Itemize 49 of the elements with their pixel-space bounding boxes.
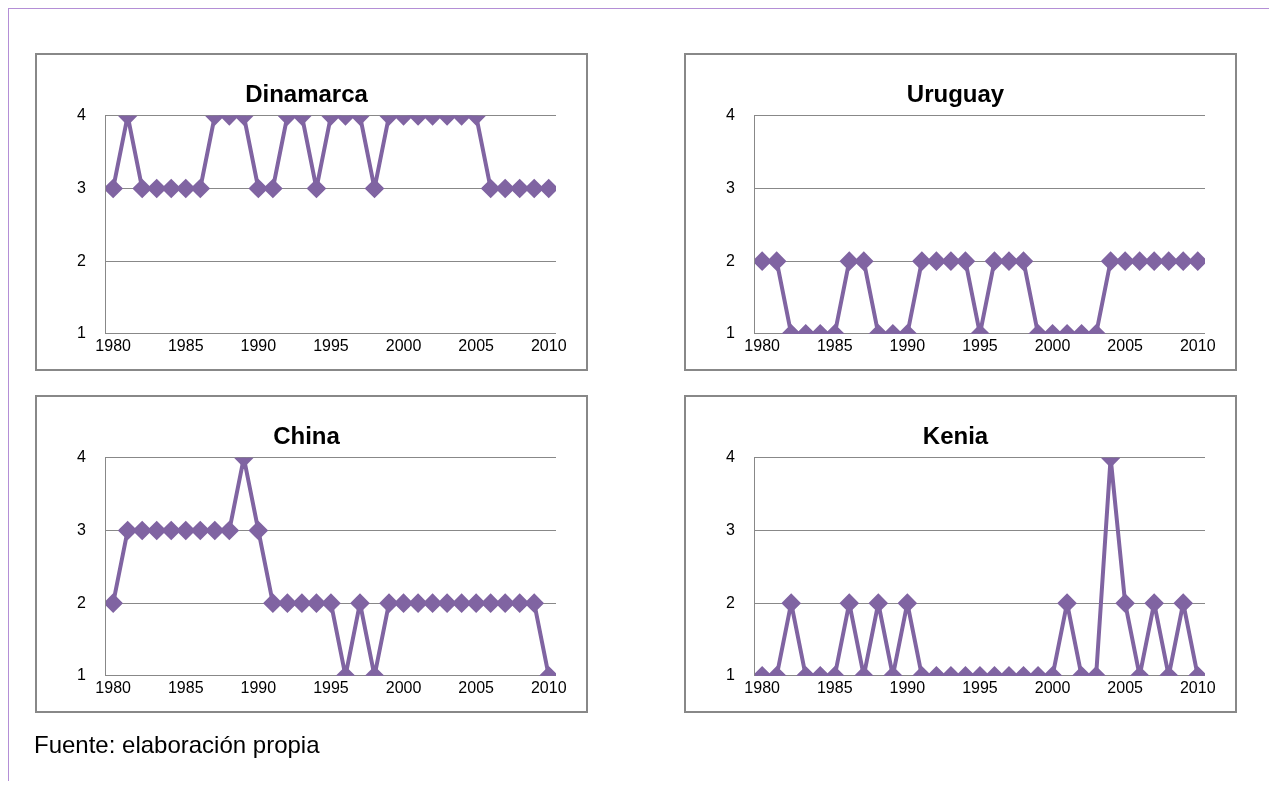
y-tick-label: 1 [76, 324, 86, 342]
x-tick-label: 1980 [744, 336, 781, 354]
y-tick-label: 3 [725, 520, 735, 538]
y-tick-label: 2 [725, 251, 735, 269]
y-tick-label: 2 [725, 593, 735, 611]
chart-title: Kenia [922, 422, 989, 450]
x-tick-label: 1990 [889, 336, 926, 354]
x-tick-label: 1995 [962, 336, 998, 354]
y-tick-label: 4 [725, 448, 735, 466]
y-tick-label: 3 [76, 178, 86, 196]
y-tick-label: 4 [725, 106, 735, 124]
x-tick-label: 2000 [385, 336, 422, 354]
y-tick-label: 1 [725, 666, 735, 684]
x-tick-label: 1985 [167, 336, 204, 354]
x-tick-label: 1985 [816, 336, 853, 354]
y-tick-label: 2 [76, 593, 86, 611]
chart-title: Uruguay [906, 80, 1005, 108]
x-tick-label: 1980 [744, 678, 781, 696]
x-tick-label: 2010 [530, 678, 567, 696]
x-tick-label: 1990 [240, 336, 277, 354]
x-tick-label: 1990 [889, 678, 926, 696]
x-tick-label: 1995 [313, 678, 349, 696]
x-tick-label: 1980 [95, 678, 132, 696]
y-tick-label: 2 [76, 251, 86, 269]
chart-title: Dinamarca [245, 80, 369, 108]
x-tick-label: 1995 [313, 336, 349, 354]
y-tick-label: 1 [725, 324, 735, 342]
y-tick-label: 1 [76, 666, 86, 684]
chart-title: China [273, 422, 341, 450]
x-tick-label: 2010 [530, 336, 567, 354]
x-tick-label: 2010 [1179, 678, 1216, 696]
x-tick-label: 1995 [962, 678, 998, 696]
x-tick-label: 2005 [1107, 678, 1144, 696]
x-tick-label: 1985 [816, 678, 853, 696]
x-tick-label: 2000 [1034, 336, 1071, 354]
x-tick-label: 2005 [1107, 336, 1144, 354]
source-note: Fuente: elaboración propia [34, 731, 320, 759]
y-tick-label: 3 [725, 178, 735, 196]
x-tick-label: 2005 [458, 336, 495, 354]
x-tick-label: 2005 [458, 678, 495, 696]
x-tick-label: 2000 [385, 678, 422, 696]
x-tick-label: 1985 [167, 678, 204, 696]
y-tick-label: 4 [76, 448, 86, 466]
x-tick-label: 1980 [95, 336, 132, 354]
x-tick-label: 2000 [1034, 678, 1071, 696]
y-tick-label: 3 [76, 520, 86, 538]
x-tick-label: 1990 [240, 678, 277, 696]
y-tick-label: 4 [76, 106, 86, 124]
x-tick-label: 2010 [1179, 336, 1216, 354]
